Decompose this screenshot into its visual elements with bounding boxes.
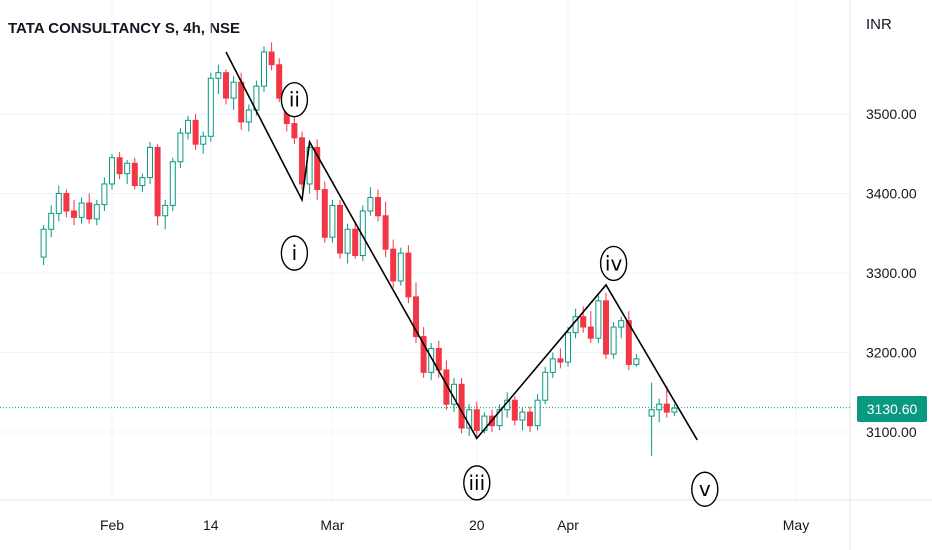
y-tick-label: 3300.00	[866, 265, 917, 281]
y-tick-label: 3500.00	[866, 106, 917, 122]
chart-title: TATA CONSULTANCY S, 4h, NSE	[8, 20, 240, 37]
candle-body	[230, 81, 237, 99]
candle-body	[299, 137, 305, 185]
candle-body	[215, 72, 222, 79]
candle-body	[633, 358, 640, 365]
candle-body	[291, 123, 298, 139]
candle-body	[375, 196, 381, 217]
candle-body	[162, 204, 169, 217]
x-tick-label: May	[783, 517, 809, 533]
wave-label-ii: ii	[289, 88, 300, 112]
y-tick-label: 3400.00	[866, 186, 917, 202]
wave-label-circle	[599, 245, 628, 282]
candle-body	[55, 193, 62, 214]
candle-body	[587, 326, 594, 339]
y-tick-label: 3100.00	[866, 424, 917, 440]
currency-label: INR	[866, 16, 892, 33]
candle-body	[276, 64, 283, 99]
wave-label-iv: iv	[605, 251, 623, 275]
candle-body	[534, 399, 541, 427]
candle-body	[413, 296, 419, 338]
x-tick-label: Apr	[557, 517, 579, 533]
wave-label-circle	[280, 235, 309, 271]
last-price-badge: 3130.60	[857, 396, 927, 422]
x-tick-label: 20	[469, 517, 485, 533]
candle-body	[337, 204, 343, 254]
candle-body	[405, 252, 412, 298]
candle-body	[557, 358, 564, 363]
candle-body	[177, 132, 184, 163]
candle-body	[86, 202, 93, 220]
candle-body	[519, 411, 526, 421]
candle-body	[40, 228, 47, 258]
candle-body	[663, 403, 670, 413]
candle-body	[671, 407, 678, 413]
candle-body	[527, 411, 533, 427]
y-tick-label: 3200.00	[866, 345, 917, 361]
candle-body	[116, 157, 123, 175]
candle-body	[603, 300, 609, 355]
candle-body	[458, 383, 465, 429]
candle-body	[595, 300, 602, 339]
candle-body	[169, 161, 176, 206]
candle-body	[397, 252, 404, 282]
candle-body	[71, 210, 77, 218]
wave-label-circle	[691, 471, 719, 507]
candle-body	[618, 320, 625, 328]
candle-body	[496, 409, 503, 427]
candle-body	[329, 204, 336, 238]
x-tick-label: Feb	[100, 517, 124, 533]
candle-body	[109, 157, 115, 185]
candle-body	[238, 81, 245, 123]
candle-body	[139, 177, 146, 187]
candle-body	[200, 135, 207, 145]
candle-body	[511, 399, 518, 421]
wave-label-i: i	[292, 241, 298, 265]
candle-body	[185, 119, 191, 134]
candle-body	[48, 212, 55, 230]
candle-body	[192, 119, 199, 145]
candle-body	[656, 403, 663, 411]
x-tick-label: Mar	[320, 517, 344, 533]
candle-body	[420, 336, 427, 373]
candle-body	[268, 51, 275, 66]
candle-body	[390, 248, 397, 282]
wave-label-v: v	[699, 477, 711, 501]
candle-body	[78, 202, 85, 218]
candle-body	[321, 189, 328, 238]
candle-body	[124, 162, 131, 175]
candle-body	[382, 215, 389, 250]
candle-body	[344, 228, 351, 254]
candle-body	[580, 316, 587, 328]
candle-body	[131, 162, 138, 187]
candle-body	[207, 77, 214, 137]
candle-body	[352, 228, 359, 257]
candle-body	[549, 358, 556, 373]
candle-body	[625, 320, 632, 365]
candle-body	[648, 409, 655, 417]
elliott-wave-line	[225, 51, 698, 441]
candle-body	[245, 109, 252, 123]
candle-body	[261, 51, 267, 87]
wave-label-circle	[280, 81, 309, 118]
candle-body	[63, 193, 70, 212]
candle-body	[542, 371, 549, 401]
candle-body	[154, 146, 161, 217]
candle-body	[367, 196, 374, 212]
candle-body	[565, 332, 571, 363]
candle-body	[314, 146, 321, 191]
candle-body	[93, 204, 100, 220]
wave-label-circle	[463, 465, 491, 501]
candle-body	[101, 183, 108, 206]
candle-body	[443, 369, 450, 405]
candle-body	[610, 326, 617, 355]
x-tick-label: 14	[203, 517, 219, 533]
candle-body	[147, 146, 153, 179]
candle-body	[223, 72, 229, 99]
candle-body	[473, 409, 480, 431]
wave-label-iii: iii	[468, 471, 485, 495]
